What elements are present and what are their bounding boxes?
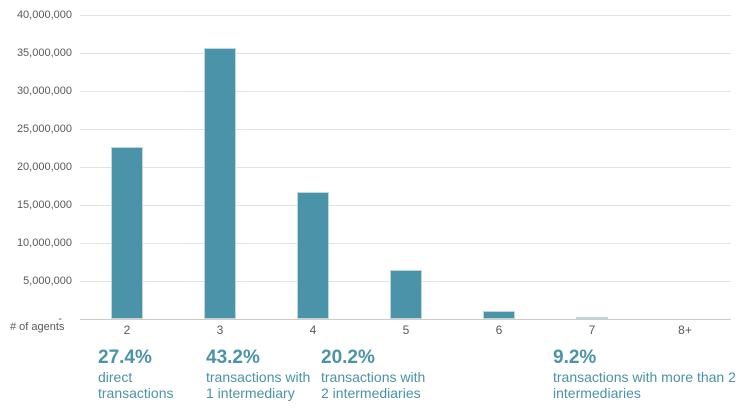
bar: [483, 311, 515, 319]
bar: [576, 317, 608, 319]
annotation-more-than-2-intermediaries: 9.2% transactions with more than 2 inter…: [553, 347, 736, 402]
bar: [297, 192, 329, 319]
y-tick-label: 25,000,000: [16, 123, 72, 135]
y-tick-label: 35,000,000: [16, 47, 72, 59]
bar: [204, 48, 236, 319]
gridline: [80, 91, 731, 92]
bar: [390, 270, 422, 319]
x-axis-title: # of agents: [10, 321, 65, 333]
annotation-percentage: 43.2%: [206, 347, 260, 368]
gridline: [80, 243, 731, 244]
annotation-label-line: transactions with more than 2: [553, 369, 736, 385]
annotation-percentage: 27.4%: [98, 347, 152, 368]
annotation-1-intermediary: 43.2% transactions with 1 intermediary: [206, 347, 311, 402]
gridline: [80, 167, 731, 168]
x-tick-label: 6: [495, 323, 503, 337]
y-tick-label: 10,000,000: [16, 237, 72, 249]
x-tick-label: 3: [216, 323, 224, 337]
gridline: [80, 205, 731, 206]
annotation-label-line: 1 intermediary: [206, 385, 295, 401]
y-tick-label: -: [58, 313, 62, 325]
x-tick-label: 5: [402, 323, 410, 337]
y-tick-label: 30,000,000: [16, 85, 72, 97]
annotation-label-line: direct: [98, 369, 133, 385]
annotation-2-intermediaries: 20.2% transactions with 2 intermediaries: [321, 347, 426, 402]
gridline: [80, 15, 731, 16]
y-tick-label: 20,000,000: [16, 161, 72, 173]
y-tick-label: 40,000,000: [16, 9, 72, 21]
annotation-percentage: 9.2%: [553, 347, 597, 368]
annotation-direct-transactions: 27.4% direct transactions: [98, 347, 174, 402]
gridline: [80, 53, 731, 54]
x-tick-label: 7: [588, 323, 596, 337]
gridline: [80, 129, 731, 130]
y-tick-label: 5,000,000: [23, 275, 72, 287]
x-axis-line: [80, 319, 731, 320]
bar: [111, 147, 143, 319]
y-tick-label: 15,000,000: [16, 199, 72, 211]
bar-chart-plot-area: # of agents 40,000,000 35,000,000 30,000,0…: [10, 9, 731, 337]
annotation-label-line: transactions with: [206, 369, 311, 385]
annotation-label-line: transactions with: [321, 369, 426, 385]
x-tick-label: 2: [123, 323, 131, 337]
x-tick-label: 4: [309, 323, 317, 337]
annotations-row: 27.4% direct transactions 43.2% transact…: [0, 348, 748, 408]
annotation-label-line: intermediaries: [553, 385, 641, 401]
x-tick-label: 8+: [678, 323, 692, 337]
annotation-percentage: 20.2%: [321, 347, 375, 368]
annotation-label-line: transactions: [98, 385, 174, 401]
annotation-label-line: 2 intermediaries: [321, 385, 421, 401]
